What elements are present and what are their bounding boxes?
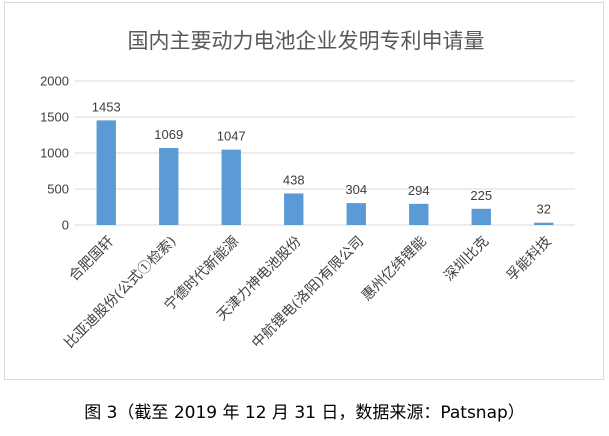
data-label: 304 xyxy=(345,182,367,197)
data-label: 225 xyxy=(470,188,492,203)
y-tick-label: 1000 xyxy=(40,146,69,161)
bar xyxy=(96,120,116,225)
data-label: 1047 xyxy=(217,129,246,144)
data-label: 294 xyxy=(408,183,430,198)
data-label: 1069 xyxy=(154,127,183,142)
data-label: 32 xyxy=(537,202,551,217)
bars xyxy=(96,120,554,225)
bar xyxy=(284,193,304,225)
x-axis: 合肥国轩比亚迪股份(公式①检索)宁德时代新能源天津力神电池股份中航锂电(洛阳)有… xyxy=(61,233,555,352)
y-tick-label: 500 xyxy=(47,182,69,197)
x-tick-label: 惠州亿纬锂能 xyxy=(359,234,430,305)
x-tick-label: 孚能科技 xyxy=(504,234,555,285)
data-labels: 1453 1069 1047 438 304 294 225 32 xyxy=(92,99,551,216)
data-label: 1453 xyxy=(92,99,121,114)
chart-frame xyxy=(4,2,604,380)
y-axis: 0 500 1000 1500 2000 xyxy=(40,74,69,233)
x-tick-label: 中航锂电(洛阳)有限公司 xyxy=(249,234,367,352)
figure-caption: 图 3（截至 2019 年 12 月 31 日，数据来源：Patsnap） xyxy=(84,403,525,423)
bar xyxy=(534,222,554,225)
x-tick-label: 比亚迪股份(公式①检索) xyxy=(61,233,180,352)
bar xyxy=(159,148,179,225)
bar xyxy=(346,203,366,225)
x-tick-label: 深圳比克 xyxy=(441,234,492,285)
y-tick-label: 2000 xyxy=(40,74,69,89)
y-tick-label: 0 xyxy=(62,218,69,233)
data-label: 438 xyxy=(283,172,305,187)
bar xyxy=(471,208,491,225)
chart-title: 国内主要动力电池企业发明专利申请量 xyxy=(128,29,485,53)
x-tick-label: 合肥国轩 xyxy=(66,234,117,285)
bar xyxy=(409,203,429,225)
bar xyxy=(221,149,241,225)
y-tick-label: 1500 xyxy=(40,110,69,125)
grid xyxy=(75,80,575,226)
